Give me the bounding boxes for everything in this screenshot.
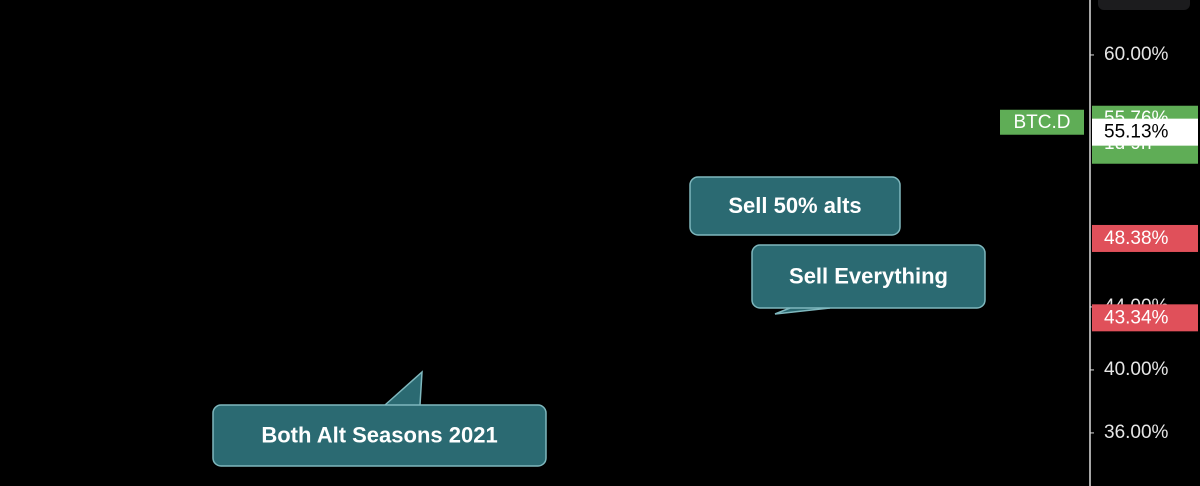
- y-tick-label: 40.00%: [1104, 359, 1169, 380]
- price-badge: [1092, 304, 1198, 332]
- price-axis: 60.00%44.00%40.00%36.00%BTC.D55.76%1d 9h…: [1000, 44, 1198, 443]
- price-badge: [1092, 118, 1198, 146]
- callout-tail: [774, 307, 831, 315]
- y-tick-label: 36.00%: [1104, 422, 1169, 443]
- symbol-badge: [1000, 109, 1084, 135]
- price-label: 43.34%: [1104, 307, 1169, 328]
- callout-box: [751, 244, 986, 309]
- callout-box: [689, 176, 901, 236]
- callout-text: Sell Everything: [789, 263, 948, 288]
- symbol-label: BTC.D: [1014, 112, 1071, 133]
- callout-text: Sell 50% alts: [728, 193, 861, 218]
- y-tick-label: 60.00%: [1104, 44, 1169, 65]
- callout-box: [212, 404, 547, 467]
- price-badge: [1092, 224, 1198, 252]
- price-label: 48.38%: [1104, 228, 1169, 249]
- toolbar-button[interactable]: [1098, 0, 1190, 10]
- price-label: 55.13%: [1104, 122, 1169, 143]
- annotations: Sell 50% alts Sell Everything Both Alt Sea…: [212, 176, 986, 467]
- callout-text: Both Alt Seasons 2021: [261, 422, 497, 447]
- callout-tail: [384, 370, 423, 406]
